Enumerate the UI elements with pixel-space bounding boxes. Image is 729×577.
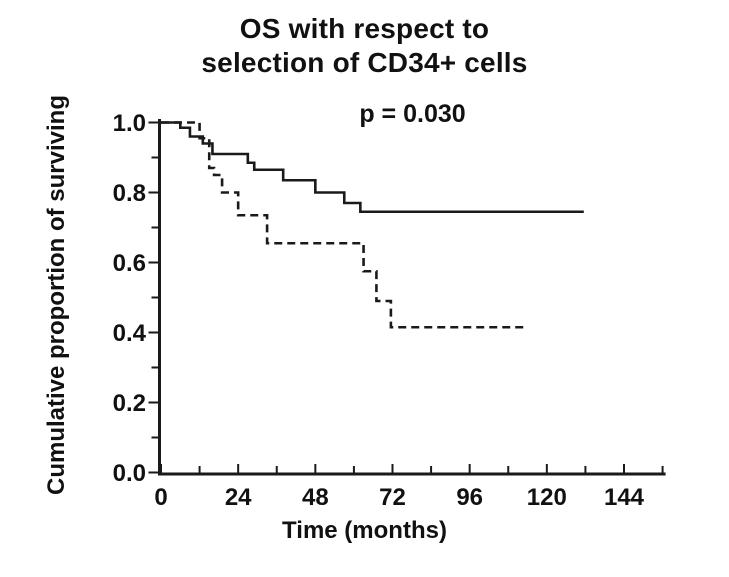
x-tick-label: 24 [225, 484, 252, 511]
y-tick-label: 0.8 [113, 180, 146, 207]
chart-title-line1: OS with respect to [239, 13, 490, 44]
p-value-annotation: p = 0.030 [359, 100, 466, 128]
x-tick-label: 72 [379, 484, 406, 511]
x-tick-label: 48 [302, 484, 329, 511]
chart-title-line2: selection of CD34+ cells [201, 47, 528, 78]
chart-title: OS with respect to selection of CD34+ ce… [0, 12, 729, 80]
x-tick-label: 96 [456, 484, 483, 511]
x-tick-label: 0 [154, 484, 167, 511]
y-tick-label: 1.0 [113, 110, 146, 137]
x-axis-title: Time (months) [282, 517, 447, 544]
x-tick-label: 120 [527, 484, 567, 511]
x-tick-label: 144 [604, 484, 645, 511]
y-tick-label: 0.4 [113, 320, 147, 347]
y-tick-label: 0.2 [113, 390, 146, 417]
y-tick-label: 0.0 [113, 460, 146, 487]
y-tick-label: 0.6 [113, 250, 146, 277]
dashed-curve [161, 121, 528, 329]
solid-curve [161, 121, 584, 214]
